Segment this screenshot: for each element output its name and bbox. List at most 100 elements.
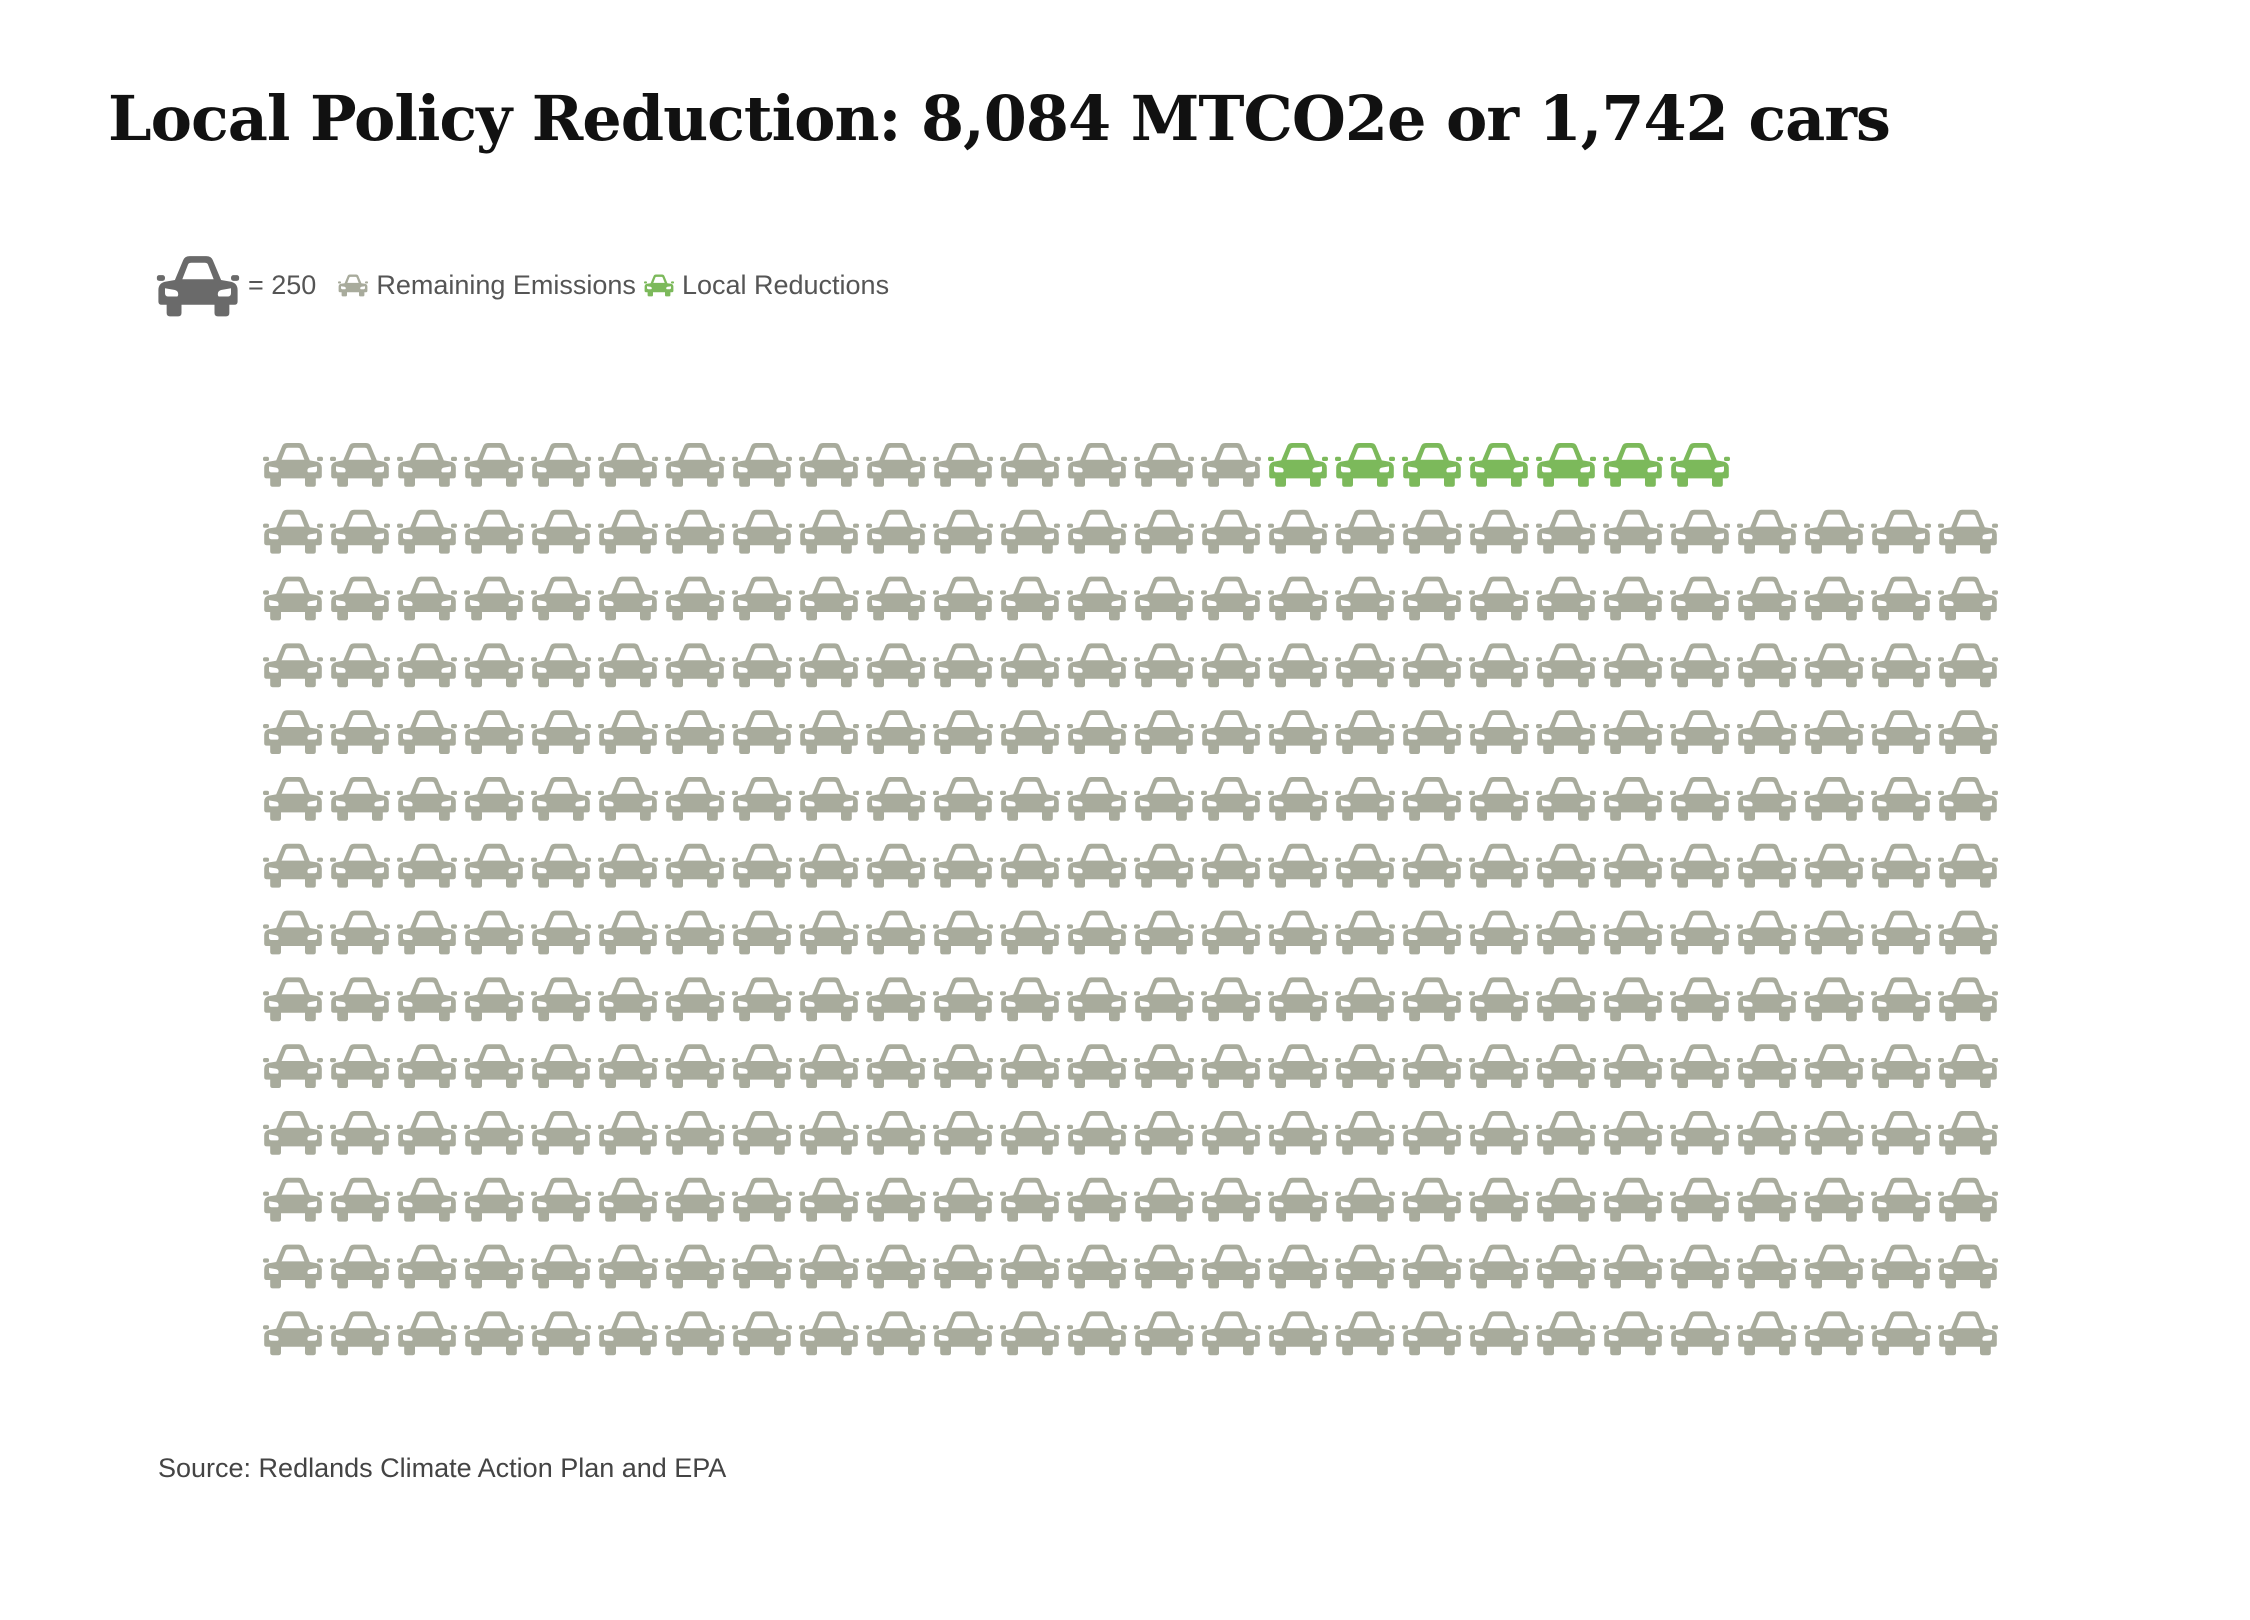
remaining-car-icon [598,777,658,821]
remaining-car-icon [1402,1177,1462,1222]
remaining-car-icon [1201,1244,1261,1289]
remaining-car-icon [665,643,725,688]
remaining-car-icon [1804,1244,1864,1289]
remaining-car-icon [1536,1311,1596,1356]
remaining-car-icon [1536,777,1596,821]
remaining-car-icon [1268,576,1328,621]
remaining-car-icon [933,509,993,554]
remaining-car-icon [1201,777,1261,821]
remaining-car-icon [1938,777,1998,821]
remaining-car-icon [1938,576,1998,621]
remaining-car-icon [1469,710,1529,754]
remaining-car-icon [330,910,390,955]
remaining-car-icon [799,1044,859,1088]
remaining-car-icon [397,1244,457,1289]
remaining-car-icon [1335,1244,1395,1289]
remaining-car-icon [1000,977,1060,1022]
remaining-car-icon [1603,576,1663,621]
remaining-car-icon [1201,576,1261,621]
remaining-car-icon [1938,977,1998,1022]
remaining-car-icon [263,1311,323,1356]
remaining-car-icon [1737,509,1797,554]
remaining-car-icon [1402,1044,1462,1088]
remaining-car-icon [1067,1111,1127,1155]
remaining-car-icon [1871,1244,1931,1289]
remaining-car-icon [263,977,323,1022]
remaining-car-icon [1201,509,1261,554]
remaining-car-icon [1134,1244,1194,1289]
remaining-car-icon [397,1111,457,1155]
remaining-car-icon [598,1044,658,1088]
remaining-car-icon [464,710,524,754]
remaining-car-icon [263,1244,323,1289]
remaining-car-icon [1134,1044,1194,1088]
icon-grid [263,443,1998,1356]
remaining-car-icon [1201,910,1261,955]
remaining-car-icon [1067,1177,1127,1222]
remaining-car-icon [263,443,323,487]
remaining-car-icon [1000,710,1060,754]
remaining-car-icon [1469,576,1529,621]
remaining-car-icon [397,777,457,821]
remaining-car-icon [464,777,524,821]
remaining-car-icon [1603,1177,1663,1222]
remaining-car-icon [1871,710,1931,754]
remaining-car-icon [1536,643,1596,688]
remaining-car-icon [1402,843,1462,888]
remaining-car-icon [1268,1177,1328,1222]
remaining-car-icon [933,643,993,688]
remaining-car-icon [1000,777,1060,821]
remaining-car-icon [330,977,390,1022]
remaining-car-icon [464,1311,524,1356]
remaining-car-icon [866,910,926,955]
remaining-car-icon [1134,1111,1194,1155]
remaining-car-icon [665,1244,725,1289]
remaining-car-icon [1402,576,1462,621]
remaining-car-icon [1335,710,1395,754]
remaining-car-icon [1268,910,1328,955]
remaining-car-icon [1268,1044,1328,1088]
remaining-car-icon [598,576,658,621]
remaining-car-icon [1737,710,1797,754]
remaining-car-icon [732,910,792,955]
remaining-car-icon [1938,710,1998,754]
remaining-car-icon [665,910,725,955]
remaining-car-icon [1938,643,1998,688]
remaining-car-icon [1335,1177,1395,1222]
remaining-car-icon [1335,843,1395,888]
remaining-car-icon [1402,977,1462,1022]
remaining-car-icon [1871,509,1931,554]
remaining-car-icon [397,509,457,554]
remaining-car-icon [1469,910,1529,955]
remaining-car-icon [397,1044,457,1088]
remaining-car-icon [1871,1177,1931,1222]
remaining-car-icon [866,1044,926,1088]
remaining-car-icon [1067,1044,1127,1088]
remaining-car-icon [1603,509,1663,554]
remaining-car-icon [933,576,993,621]
remaining-car-icon [1402,643,1462,688]
remaining-car-icon [866,643,926,688]
remaining-car-icon [1000,1311,1060,1356]
remaining-car-icon [1670,843,1730,888]
remaining-car-icon [866,443,926,487]
remaining-car-icon [1469,1111,1529,1155]
remaining-car-icon [1134,777,1194,821]
legend: = 250 Remaining Emissions Local Reductio… [156,252,897,318]
remaining-car-icon [665,576,725,621]
reduction-car-icon [1402,443,1462,487]
remaining-car-icon [1603,777,1663,821]
remaining-car-icon [1268,710,1328,754]
remaining-car-icon [397,843,457,888]
remaining-car-icon [1268,777,1328,821]
remaining-car-icon [1938,843,1998,888]
remaining-car-icon [1268,643,1328,688]
remaining-car-icon [1201,1311,1261,1356]
remaining-car-icon [1402,1311,1462,1356]
remaining-car-icon [933,1111,993,1155]
remaining-car-icon [1737,977,1797,1022]
remaining-car-icon [1603,977,1663,1022]
remaining-car-icon [1335,1311,1395,1356]
remaining-car-icon [933,443,993,487]
remaining-car-icon [933,1177,993,1222]
